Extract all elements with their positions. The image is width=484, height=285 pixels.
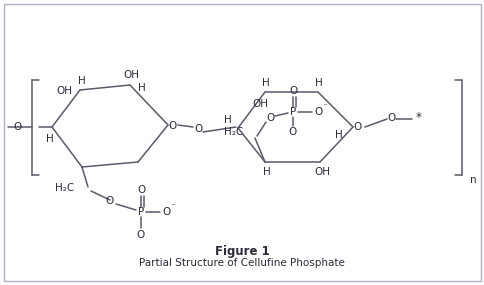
Text: O: O bbox=[314, 107, 322, 117]
Text: OH: OH bbox=[252, 99, 268, 109]
Text: O: O bbox=[106, 196, 114, 206]
Text: Partial Structure of Cellufine Phosphate: Partial Structure of Cellufine Phosphate bbox=[139, 258, 344, 268]
Text: O: O bbox=[168, 121, 177, 131]
Text: O: O bbox=[387, 113, 395, 123]
Text: O: O bbox=[353, 122, 362, 132]
Text: H₂C: H₂C bbox=[223, 127, 242, 137]
Text: OH: OH bbox=[313, 167, 329, 177]
Text: H: H bbox=[261, 78, 269, 88]
Text: H: H bbox=[334, 130, 342, 140]
Text: O: O bbox=[289, 86, 298, 96]
Text: OH: OH bbox=[56, 86, 72, 96]
Text: O: O bbox=[136, 230, 145, 240]
Text: O: O bbox=[14, 122, 22, 132]
Text: *: * bbox=[415, 111, 421, 125]
Text: Figure 1: Figure 1 bbox=[214, 245, 269, 258]
Text: H: H bbox=[46, 134, 54, 144]
Text: n: n bbox=[469, 175, 475, 185]
Text: P: P bbox=[289, 107, 296, 117]
Text: O: O bbox=[288, 127, 297, 137]
Text: OH: OH bbox=[123, 70, 139, 80]
Text: H: H bbox=[263, 167, 271, 177]
Text: O: O bbox=[163, 207, 171, 217]
Text: P: P bbox=[137, 207, 144, 217]
Text: H: H bbox=[315, 78, 322, 88]
Text: O: O bbox=[266, 113, 274, 123]
Text: H: H bbox=[78, 76, 86, 86]
Text: H: H bbox=[138, 83, 146, 93]
Text: O: O bbox=[195, 124, 203, 134]
Text: O: O bbox=[137, 185, 146, 195]
Text: ⁻: ⁻ bbox=[322, 103, 327, 111]
Text: H₂C: H₂C bbox=[55, 183, 74, 193]
Text: ⁻: ⁻ bbox=[170, 203, 175, 211]
Text: H: H bbox=[224, 115, 231, 125]
